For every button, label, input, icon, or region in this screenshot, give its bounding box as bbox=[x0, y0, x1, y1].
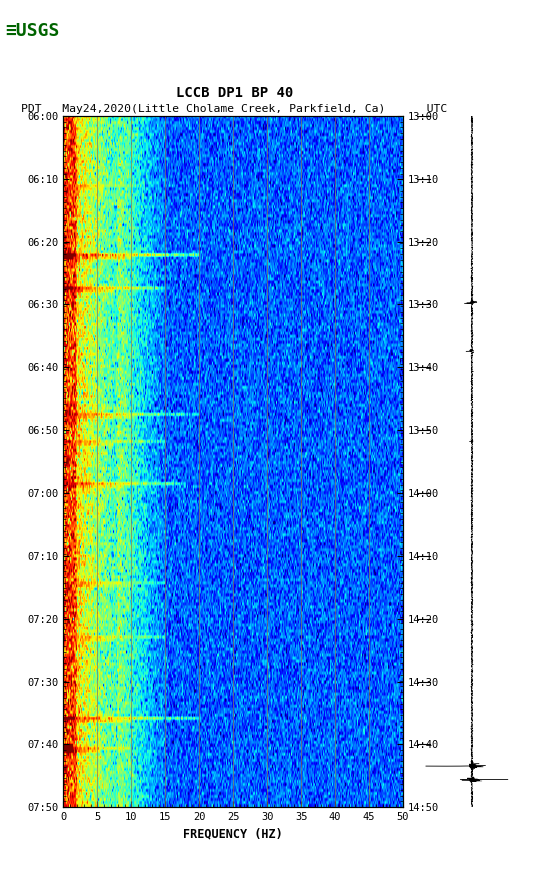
Text: LCCB DP1 BP 40: LCCB DP1 BP 40 bbox=[176, 86, 293, 100]
X-axis label: FREQUENCY (HZ): FREQUENCY (HZ) bbox=[183, 828, 283, 840]
Text: ≡USGS: ≡USGS bbox=[6, 22, 60, 40]
Text: PDT   May24,2020(Little Cholame Creek, Parkfield, Ca)      UTC: PDT May24,2020(Little Cholame Creek, Par… bbox=[22, 104, 448, 114]
